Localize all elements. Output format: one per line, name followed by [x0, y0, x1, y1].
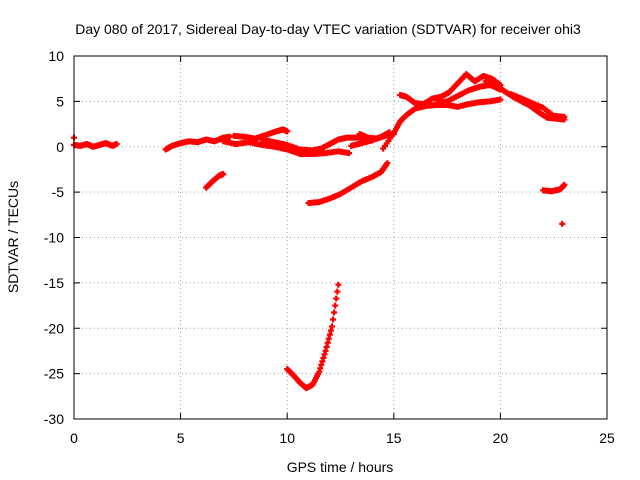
y-tick-label: 5 [56, 93, 64, 109]
series-arc-a [71, 140, 120, 150]
data-point [328, 323, 335, 330]
y-tick-label: -20 [44, 320, 64, 336]
y-tick-label: 10 [48, 48, 64, 64]
x-tick-label: 20 [493, 430, 509, 446]
data-point [561, 181, 568, 188]
x-tick-label: 5 [177, 430, 185, 446]
series-arc-m [433, 82, 504, 107]
series-arc-q [559, 220, 566, 227]
y-axis-label: SDTVAR / TECUs [5, 181, 21, 293]
data-point [497, 96, 504, 103]
series-arc-k [380, 96, 504, 152]
series-arc-o [508, 91, 568, 120]
x-tick-label: 15 [386, 430, 402, 446]
y-tick-label: -5 [52, 184, 65, 200]
data-point [561, 113, 568, 120]
data-point [332, 302, 339, 309]
series-arc-p [540, 181, 568, 195]
data-point [346, 150, 353, 157]
data-points [71, 71, 568, 392]
data-point [220, 170, 227, 177]
axis-ticks: 0 5 10 15 20 25 -30 -25 -20 -15 -10 -5 0 5 10 [44, 48, 615, 446]
y-tick-label: -15 [44, 275, 64, 291]
x-axis-label: GPS time / hours [287, 459, 394, 475]
data-point [333, 295, 340, 302]
plot-frame [73, 55, 608, 420]
data-point [330, 316, 337, 323]
data-point [384, 160, 391, 167]
y-tick-label: -30 [44, 411, 64, 427]
data-point [284, 128, 291, 135]
series-arc-j [284, 281, 342, 392]
series-arc-i [305, 160, 391, 207]
x-tick-label: 10 [279, 430, 295, 446]
series-arc-c [203, 170, 227, 191]
y-tick-label: 0 [56, 139, 64, 155]
y-tick-label: -25 [44, 366, 64, 382]
grid-lines [73, 55, 608, 420]
series-arc-f [258, 134, 370, 154]
chart-title: Day 080 of 2017, Sidereal Day-to-day VTE… [75, 21, 581, 37]
y-tick-label: -10 [44, 230, 64, 246]
x-tick-label: 0 [70, 430, 78, 446]
series-arc-l [397, 71, 504, 108]
data-point [559, 220, 566, 227]
data-point [331, 309, 338, 316]
data-point [334, 288, 341, 295]
data-point [113, 141, 120, 148]
data-point [335, 281, 342, 288]
x-tick-label: 25 [599, 430, 615, 446]
